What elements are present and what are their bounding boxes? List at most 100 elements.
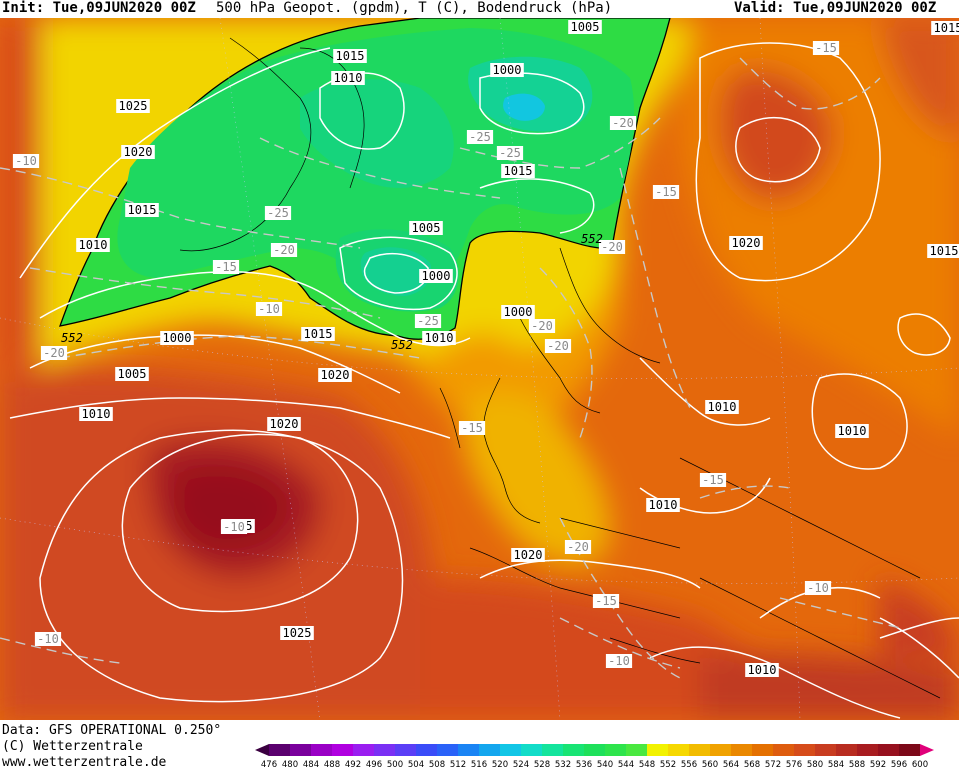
colorbar-cell <box>416 744 437 756</box>
temperature-label-text: -20 <box>273 243 295 257</box>
colorbar-tick-label: 504 <box>408 760 424 770</box>
temperature-label-text: -25 <box>267 206 289 220</box>
temperature-label: -15 <box>699 473 727 487</box>
temperature-label-box <box>812 41 840 55</box>
colorbar-cell <box>542 744 563 756</box>
temperature-label-box <box>34 632 62 646</box>
pressure-label-text: 1020 <box>732 236 761 250</box>
colorbar-tick-label: 552 <box>660 760 676 770</box>
temperature-label: -25 <box>264 206 292 220</box>
colorbar-tick-label: 532 <box>555 760 571 770</box>
temperature-labels: -15 -10 -25 -20 -25 -15 -25 -20 -15 -10 -20 -20 -25 -… <box>12 41 840 668</box>
pressure-label-box <box>116 99 150 113</box>
colorbar-cell <box>878 744 899 756</box>
colorbar-cell <box>500 744 521 756</box>
pressure-label-box <box>125 203 159 217</box>
pressure-label: 1010 <box>79 407 113 421</box>
geopotential-label: 552 <box>61 331 83 345</box>
temperature-label-box <box>544 339 572 353</box>
temperature-label-box <box>592 594 620 608</box>
colorbar-cell <box>773 744 794 756</box>
pressure-label-text: 1015 <box>128 203 157 217</box>
valid-time: Valid: Tue,09JUN2020 00Z <box>734 0 937 16</box>
pressure-label-box <box>501 305 535 319</box>
colorbar-tick-label: 540 <box>597 760 613 770</box>
pressure-label-box <box>490 63 524 77</box>
temperature-label: -20 <box>609 116 637 130</box>
pressure-label-box <box>511 548 545 562</box>
temperature-label: -20 <box>598 240 626 254</box>
pressure-label-text: 1025 <box>283 626 312 640</box>
pressure-label-text: 1010 <box>425 331 454 345</box>
colorbar-right-arrow <box>920 744 934 756</box>
temperature-label-box <box>609 116 637 130</box>
temperature-label-text: -25 <box>469 130 491 144</box>
temperature-label: -15 <box>812 41 840 55</box>
colorbar-cell <box>269 744 290 756</box>
colorbar-cell <box>458 744 479 756</box>
colorbar-tick-label: 580 <box>807 760 823 770</box>
pressure-label: 1020 <box>267 417 301 431</box>
temperature-label-text: -15 <box>815 41 837 55</box>
pressure-label-text: 1015 <box>304 327 333 341</box>
website: www.wetterzentrale.de <box>2 755 167 770</box>
temperature-label: -10 <box>34 632 62 646</box>
pressure-label: 1025 <box>280 626 314 640</box>
pressure-label-box <box>646 498 680 512</box>
colorbar-tick-label: 516 <box>471 760 487 770</box>
pressure-label-text: 1020 <box>514 548 543 562</box>
pressure-label-text: 1010 <box>82 407 111 421</box>
colorbar-tick-label: 592 <box>870 760 886 770</box>
pressure-label: 1025 <box>116 99 150 113</box>
geopotential-label-text: 552 <box>581 232 603 246</box>
colorbar-cell <box>899 744 920 756</box>
temperature-label: -10 <box>804 581 832 595</box>
pressure-label-text: 1015 <box>934 21 959 35</box>
pressure-label-box <box>568 20 602 34</box>
temperature-label-text: -20 <box>601 240 623 254</box>
colorbar-cell <box>752 744 773 756</box>
colorbar-cell <box>311 744 332 756</box>
pressure-label-box <box>409 221 443 235</box>
pressure-label: 1020 <box>121 145 155 159</box>
temperature-label-box <box>255 302 283 316</box>
temperature-label: -20 <box>270 243 298 257</box>
temperature-label-text: -25 <box>417 314 439 328</box>
geopotential-label-text: 552 <box>61 331 83 345</box>
colorbar-tick-label: 488 <box>324 760 340 770</box>
pressure-label-text: 1000 <box>422 269 451 283</box>
geopotential-label-text: 552 <box>391 338 413 352</box>
colorbar-cell <box>605 744 626 756</box>
temperature-label-text: -10 <box>807 581 829 595</box>
pressure-label: 1020 <box>318 368 352 382</box>
init-time: Init: Tue,09JUN2020 00Z <box>2 0 196 16</box>
pressure-label: 1005 <box>115 367 149 381</box>
colorbar-tick-label: 544 <box>618 760 634 770</box>
geopotential-label: 552 <box>581 232 603 246</box>
temperature-label: -15 <box>212 260 240 274</box>
pressure-label: 1015 <box>125 203 159 217</box>
colorbar-tick-label: 484 <box>303 760 319 770</box>
temperature-label-box <box>496 146 524 160</box>
temperature-label-box <box>264 206 292 220</box>
temperature-label-box <box>652 185 680 199</box>
pressure-label-box <box>301 327 335 341</box>
colorbar-cell <box>521 744 542 756</box>
temperature-label: -25 <box>466 130 494 144</box>
pressure-label-box <box>160 331 194 345</box>
colorbar-cell <box>332 744 353 756</box>
temperature-label-text: -20 <box>612 116 634 130</box>
pressure-label: 1015 <box>931 21 959 35</box>
colorbar-tick-label: 524 <box>513 760 529 770</box>
pressure-label-box <box>745 663 779 677</box>
coastlines <box>179 37 941 699</box>
pressure-label-box <box>121 145 155 159</box>
pressure-label-text: 1020 <box>270 417 299 431</box>
pressure-label: 1000 <box>419 269 453 283</box>
colorbar-tick-label: 528 <box>534 760 550 770</box>
temperature-label-text: -15 <box>655 185 677 199</box>
temperature-label: -25 <box>414 314 442 328</box>
temperature-label: -15 <box>652 185 680 199</box>
pressure-label-text: 1015 <box>336 49 365 63</box>
pressure-label: 1010 <box>76 238 110 252</box>
